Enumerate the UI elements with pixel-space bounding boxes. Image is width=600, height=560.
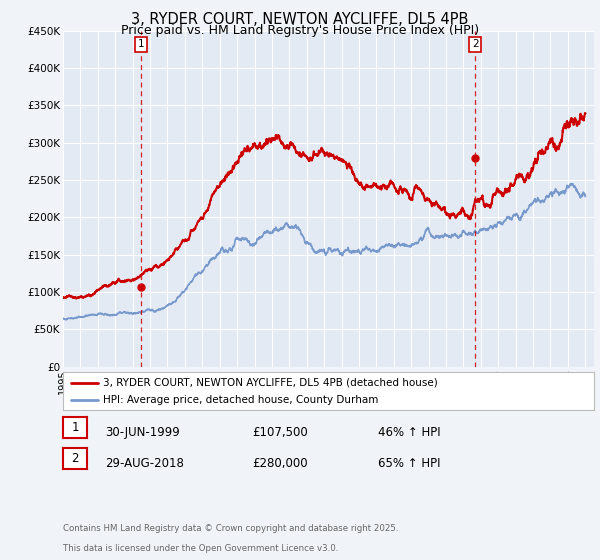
Text: £280,000: £280,000 bbox=[252, 456, 308, 470]
Text: 2: 2 bbox=[71, 452, 79, 465]
Text: 1: 1 bbox=[71, 421, 79, 435]
Text: This data is licensed under the Open Government Licence v3.0.: This data is licensed under the Open Gov… bbox=[63, 544, 338, 553]
Text: HPI: Average price, detached house, County Durham: HPI: Average price, detached house, Coun… bbox=[103, 395, 378, 405]
Text: 3, RYDER COURT, NEWTON AYCLIFFE, DL5 4PB: 3, RYDER COURT, NEWTON AYCLIFFE, DL5 4PB bbox=[131, 12, 469, 27]
Text: 30-JUN-1999: 30-JUN-1999 bbox=[105, 426, 180, 439]
Text: 29-AUG-2018: 29-AUG-2018 bbox=[105, 456, 184, 470]
Text: Price paid vs. HM Land Registry's House Price Index (HPI): Price paid vs. HM Land Registry's House … bbox=[121, 24, 479, 36]
Text: 2: 2 bbox=[472, 39, 478, 49]
Text: Contains HM Land Registry data © Crown copyright and database right 2025.: Contains HM Land Registry data © Crown c… bbox=[63, 524, 398, 533]
Text: 65% ↑ HPI: 65% ↑ HPI bbox=[378, 456, 440, 470]
Text: 1: 1 bbox=[138, 39, 145, 49]
Text: £107,500: £107,500 bbox=[252, 426, 308, 439]
Text: 46% ↑ HPI: 46% ↑ HPI bbox=[378, 426, 440, 439]
Text: 3, RYDER COURT, NEWTON AYCLIFFE, DL5 4PB (detached house): 3, RYDER COURT, NEWTON AYCLIFFE, DL5 4PB… bbox=[103, 377, 437, 388]
